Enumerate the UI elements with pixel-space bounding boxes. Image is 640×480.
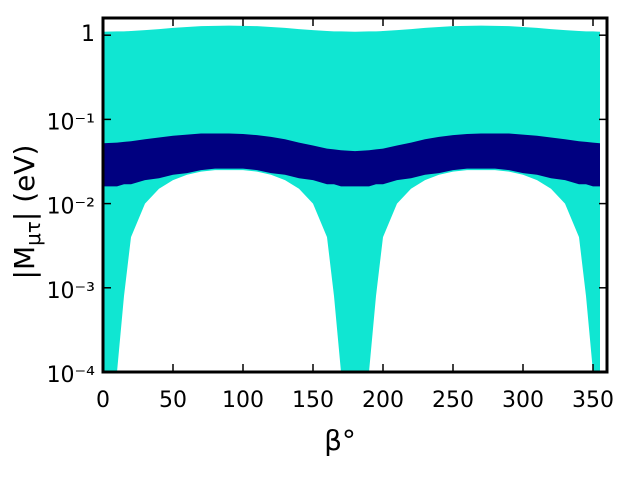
- y-axis-label: |Mμτ| (eV): [8, 145, 45, 280]
- region: [103, 133, 600, 187]
- x-tick-label: 350: [572, 388, 614, 413]
- y-label-part: | (eV): [8, 145, 41, 222]
- y-tick-label: 1: [81, 22, 95, 47]
- plot-frame: [101, 16, 609, 374]
- x-tick-label: 300: [502, 388, 544, 413]
- x-tick-label: 50: [159, 388, 187, 413]
- y-label-subscript: μτ: [21, 221, 45, 246]
- x-axis-label: β°: [324, 424, 356, 457]
- y-tick-label: 10⁻²: [47, 195, 95, 220]
- y-label-part: |M: [8, 246, 41, 280]
- x-tick-label: 200: [362, 388, 404, 413]
- y-tick-label: 10⁻³: [47, 279, 95, 304]
- x-tick-label: 250: [432, 388, 474, 413]
- x-tick-label: 150: [292, 388, 334, 413]
- y-tick-label: 10⁻¹: [47, 110, 95, 135]
- x-tick-label: 100: [222, 388, 264, 413]
- x-tick-label: 0: [96, 388, 110, 413]
- region: [103, 25, 600, 373]
- y-tick-label: 10⁻⁴: [47, 363, 96, 388]
